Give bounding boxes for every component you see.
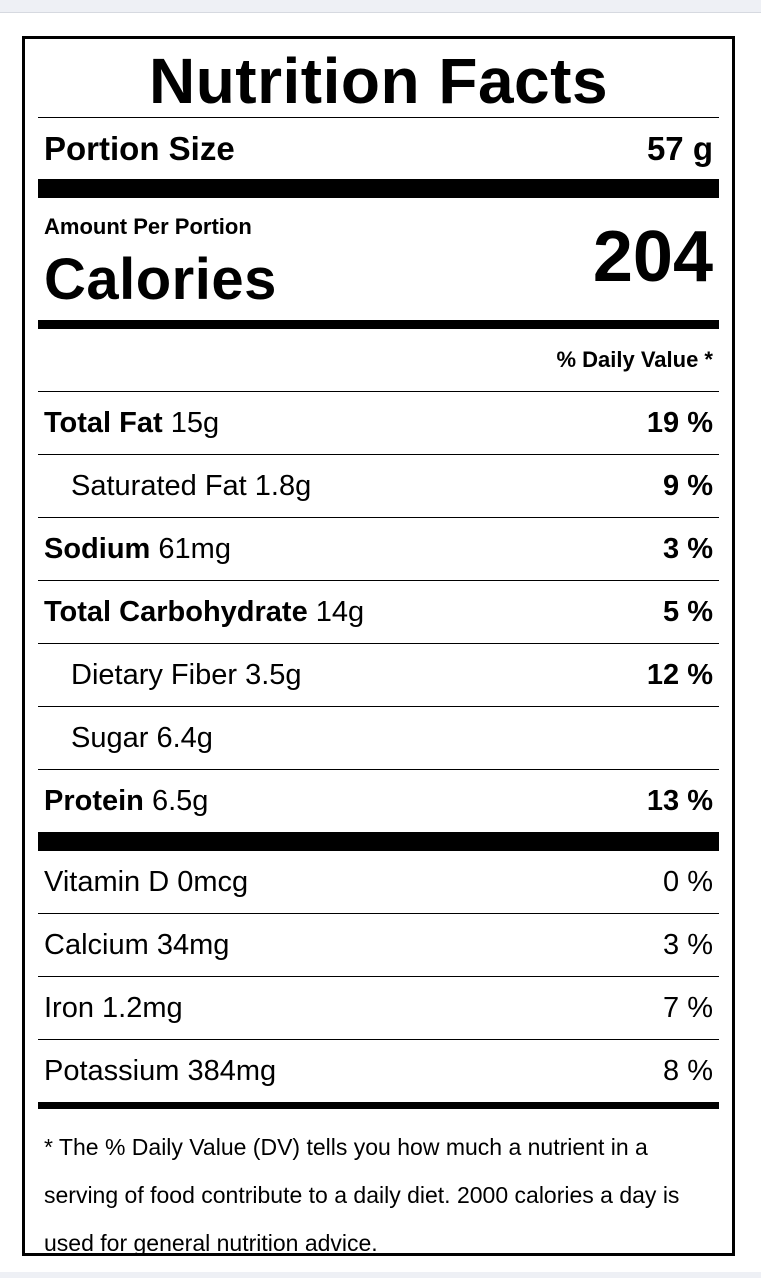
nutrient-daily-value: 13 % bbox=[646, 784, 713, 817]
nutrient-name-wrap: Protein 6.5g bbox=[44, 785, 208, 818]
nutrient-daily-value: 19 % bbox=[646, 406, 713, 439]
nutrient-amount: 6.4g bbox=[156, 721, 213, 754]
vitamin-daily-value: 0 % bbox=[663, 865, 713, 898]
divider bbox=[38, 391, 719, 392]
vitamin-name-wrap: Potassium 384mg bbox=[44, 1055, 276, 1088]
nutrient-amount: 3.5g bbox=[245, 658, 302, 691]
vitamin-row-potassium: Potassium 384mg 8 % bbox=[38, 1040, 719, 1102]
divider bbox=[38, 580, 719, 581]
vitamin-name-wrap: Iron 1.2mg bbox=[44, 992, 183, 1025]
nutrient-name-wrap: Dietary Fiber 3.5g bbox=[44, 659, 302, 692]
nutrient-name: Dietary Fiber bbox=[71, 658, 237, 691]
divider bbox=[38, 517, 719, 518]
vitamin-daily-value: 7 % bbox=[663, 991, 713, 1024]
vitamin-name-wrap: Vitamin D 0mcg bbox=[44, 866, 248, 899]
vitamin-name: Calcium bbox=[44, 928, 149, 961]
nutrient-row-sodium: Sodium 61mg 3 % bbox=[38, 518, 719, 580]
page-bottom-strip bbox=[0, 1272, 761, 1278]
nutrition-label: Nutrition Facts Portion Size 57 g Amount… bbox=[22, 36, 735, 1256]
divider bbox=[38, 976, 719, 977]
nutrition-label-inner: Nutrition Facts Portion Size 57 g Amount… bbox=[38, 39, 719, 1256]
nutrient-row-total-fat: Total Fat 15g 19 % bbox=[38, 392, 719, 454]
vitamin-name-wrap: Calcium 34mg bbox=[44, 929, 229, 962]
divider-bottom bbox=[38, 1102, 719, 1109]
daily-value-header: % Daily Value * bbox=[38, 329, 719, 391]
divider bbox=[38, 706, 719, 707]
vitamin-amount: 0mcg bbox=[177, 865, 249, 898]
nutrient-row-saturated-fat: Saturated Fat 1.8g 9 % bbox=[38, 455, 719, 517]
divider bbox=[38, 454, 719, 455]
nutrient-name-wrap: Saturated Fat 1.8g bbox=[44, 470, 311, 503]
nutrient-row-total-carbohydrate: Total Carbohydrate 14g 5 % bbox=[38, 581, 719, 643]
nutrient-amount: 1.8g bbox=[254, 469, 312, 502]
nutrient-amount: 15g bbox=[170, 406, 220, 439]
nutrient-amount: 61mg bbox=[158, 532, 231, 565]
vitamin-daily-value: 8 % bbox=[663, 1054, 713, 1087]
vitamin-name: Iron bbox=[44, 991, 94, 1024]
nutrient-name-wrap: Sugar 6.4g bbox=[44, 722, 213, 755]
nutrient-row-protein: Protein 6.5g 13 % bbox=[38, 770, 719, 832]
vitamin-name: Vitamin D bbox=[44, 865, 170, 898]
daily-value-header-text: % Daily Value * bbox=[556, 347, 713, 372]
label-title: Nutrition Facts bbox=[148, 45, 609, 117]
nutrient-row-sugar: Sugar 6.4g bbox=[38, 707, 719, 769]
nutrient-row-dietary-fiber: Dietary Fiber 3.5g 12 % bbox=[38, 644, 719, 706]
vitamin-row-iron: Iron 1.2mg 7 % bbox=[38, 977, 719, 1039]
portion-size-value: 57 g bbox=[646, 129, 713, 167]
divider bbox=[38, 913, 719, 914]
divider-medium bbox=[38, 320, 719, 329]
divider bbox=[38, 1039, 719, 1040]
vitamin-row-vitamin-d: Vitamin D 0mcg 0 % bbox=[38, 851, 719, 913]
amount-per-portion-label: Amount Per Portion bbox=[44, 214, 252, 239]
nutrient-amount: 6.5g bbox=[151, 784, 209, 817]
nutrient-daily-value: 9 % bbox=[663, 469, 713, 502]
divider bbox=[38, 643, 719, 644]
vitamin-daily-value: 3 % bbox=[663, 928, 713, 961]
vitamin-amount: 1.2mg bbox=[102, 991, 183, 1024]
nutrient-amount: 14g bbox=[315, 595, 365, 628]
divider bbox=[38, 769, 719, 770]
nutrient-name: Sodium bbox=[44, 532, 151, 565]
nutrient-name: Protein bbox=[44, 784, 144, 817]
nutrient-name-wrap: Total Fat 15g bbox=[44, 407, 219, 440]
page-top-strip bbox=[0, 0, 761, 13]
nutrient-name-wrap: Sodium 61mg bbox=[44, 533, 231, 566]
divider-heavy bbox=[38, 179, 719, 198]
portion-size-label: Portion Size bbox=[44, 129, 235, 167]
calories-block: Amount Per Portion Calories 204 bbox=[38, 198, 719, 320]
divider bbox=[38, 117, 719, 118]
vitamin-amount: 34mg bbox=[156, 928, 230, 961]
nutrient-daily-value: 3 % bbox=[663, 532, 713, 565]
calories-label: Calories bbox=[44, 247, 277, 312]
nutrient-name-wrap: Total Carbohydrate 14g bbox=[44, 596, 364, 629]
calories-value: 204 bbox=[592, 217, 713, 297]
nutrient-name: Saturated Fat bbox=[71, 469, 247, 502]
vitamin-row-calcium: Calcium 34mg 3 % bbox=[38, 914, 719, 976]
nutrient-daily-value: 12 % bbox=[646, 658, 713, 691]
portion-size-row: Portion Size 57 g bbox=[38, 118, 719, 179]
nutrient-daily-value: 5 % bbox=[663, 595, 713, 628]
divider-heavy bbox=[38, 832, 719, 851]
nutrient-name: Total Fat bbox=[44, 406, 163, 439]
vitamin-amount: 384mg bbox=[187, 1054, 277, 1087]
vitamin-name: Potassium bbox=[44, 1054, 180, 1087]
footnote: * The % Daily Value (DV) tells you how m… bbox=[44, 1134, 680, 1256]
nutrient-name: Total Carbohydrate bbox=[44, 595, 308, 628]
nutrient-name: Sugar bbox=[71, 721, 149, 754]
